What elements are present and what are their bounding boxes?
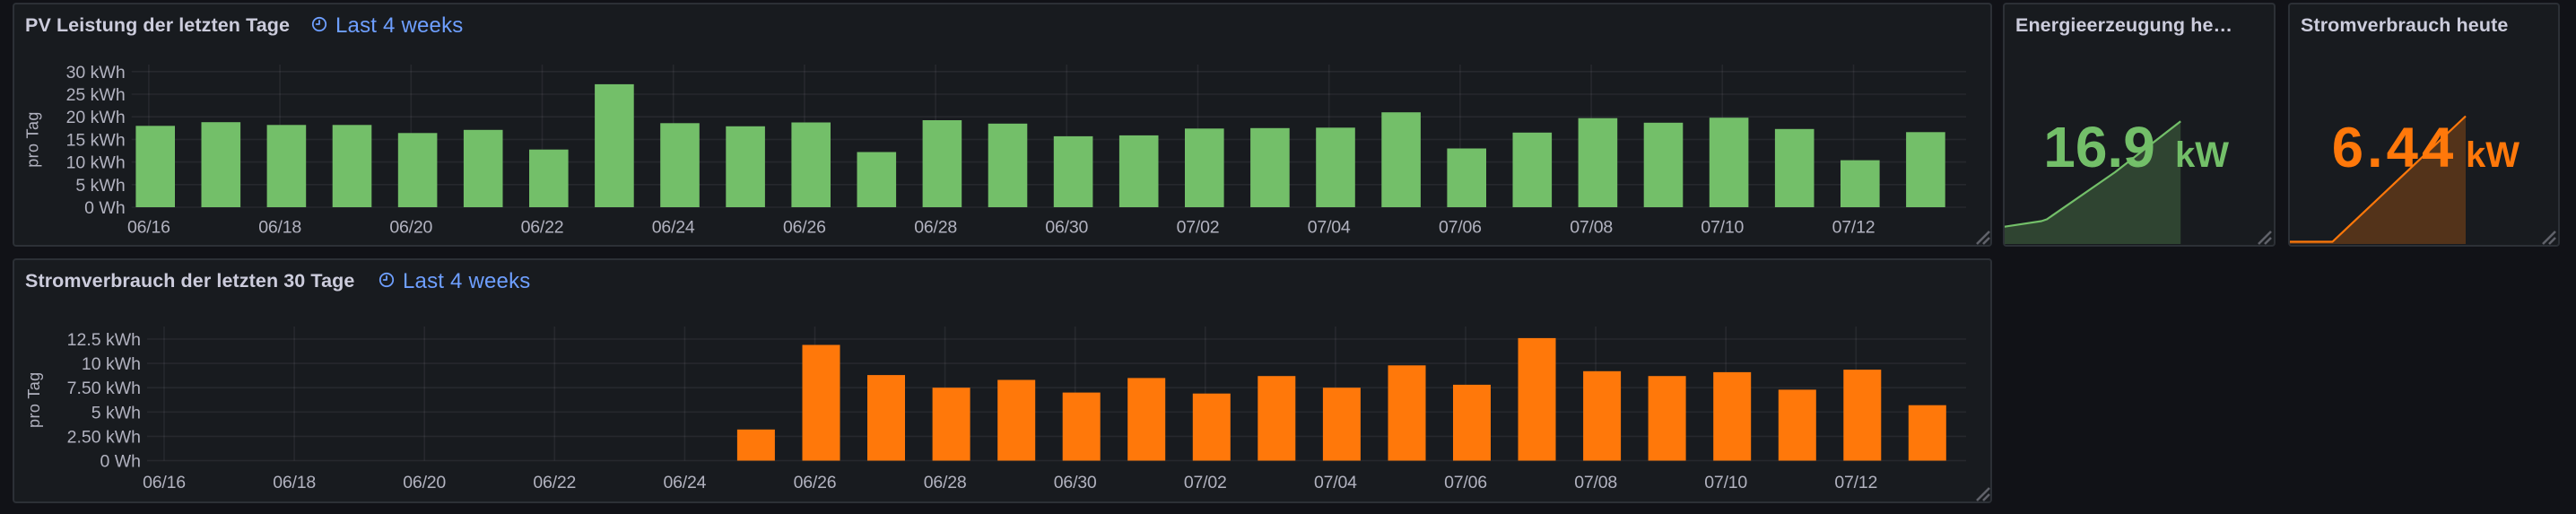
svg-text:10 kWh: 10 kWh bbox=[66, 153, 126, 173]
svg-text:30 kWh: 30 kWh bbox=[66, 63, 126, 83]
svg-text:06/22: 06/22 bbox=[533, 473, 576, 492]
svg-text:06/16: 06/16 bbox=[143, 473, 186, 492]
svg-text:20 kWh: 20 kWh bbox=[66, 108, 126, 127]
svg-text:06/24: 06/24 bbox=[663, 473, 706, 492]
svg-text:07/04: 07/04 bbox=[1308, 218, 1351, 238]
svg-text:kW: kW bbox=[2175, 135, 2229, 175]
svg-text:07/04: 07/04 bbox=[1314, 473, 1357, 492]
svg-text:06/20: 06/20 bbox=[403, 473, 446, 492]
svg-text:07/02: 07/02 bbox=[1177, 218, 1220, 238]
svg-text:0 Wh: 0 Wh bbox=[100, 452, 141, 472]
svg-text:06/26: 06/26 bbox=[794, 473, 837, 492]
svg-text:07/12: 07/12 bbox=[1834, 473, 1877, 492]
svg-text:07/10: 07/10 bbox=[1701, 218, 1744, 238]
svg-text:pro Tag: pro Tag bbox=[24, 111, 42, 168]
svg-text:5 kWh: 5 kWh bbox=[91, 403, 141, 423]
svg-text:06/20: 06/20 bbox=[389, 218, 432, 238]
svg-text:15 kWh: 15 kWh bbox=[66, 130, 126, 150]
svg-text:06/16: 06/16 bbox=[127, 218, 170, 238]
svg-text:0 Wh: 0 Wh bbox=[84, 198, 126, 218]
svg-text:10 kWh: 10 kWh bbox=[82, 354, 141, 374]
svg-text:16.9: 16.9 bbox=[2043, 115, 2155, 179]
svg-text:kW: kW bbox=[2466, 135, 2519, 175]
svg-text:07/08: 07/08 bbox=[1570, 218, 1613, 238]
svg-text:5 kWh: 5 kWh bbox=[75, 176, 125, 196]
svg-text:06/30: 06/30 bbox=[1054, 473, 1097, 492]
svg-text:2.50 kWh: 2.50 kWh bbox=[67, 427, 141, 447]
svg-text:06/30: 06/30 bbox=[1045, 218, 1088, 238]
svg-text:06/28: 06/28 bbox=[924, 473, 967, 492]
svg-text:07/06: 07/06 bbox=[1439, 218, 1482, 238]
svg-text:pro Tag: pro Tag bbox=[25, 371, 43, 428]
svg-text:06/26: 06/26 bbox=[783, 218, 826, 238]
svg-text:12.5 kWh: 12.5 kWh bbox=[67, 330, 141, 350]
svg-text:6.44: 6.44 bbox=[2332, 117, 2458, 179]
svg-text:06/22: 06/22 bbox=[521, 218, 564, 238]
svg-text:07/02: 07/02 bbox=[1184, 473, 1227, 492]
svg-text:25 kWh: 25 kWh bbox=[66, 85, 126, 105]
svg-text:06/28: 06/28 bbox=[914, 218, 957, 238]
svg-text:7.50 kWh: 7.50 kWh bbox=[67, 379, 141, 398]
svg-text:07/08: 07/08 bbox=[1574, 473, 1617, 492]
svg-text:07/12: 07/12 bbox=[1832, 218, 1875, 238]
svg-text:06/24: 06/24 bbox=[652, 218, 695, 238]
svg-text:07/06: 07/06 bbox=[1444, 473, 1487, 492]
svg-text:06/18: 06/18 bbox=[273, 473, 316, 492]
svg-text:07/10: 07/10 bbox=[1704, 473, 1747, 492]
svg-text:06/18: 06/18 bbox=[258, 218, 301, 238]
